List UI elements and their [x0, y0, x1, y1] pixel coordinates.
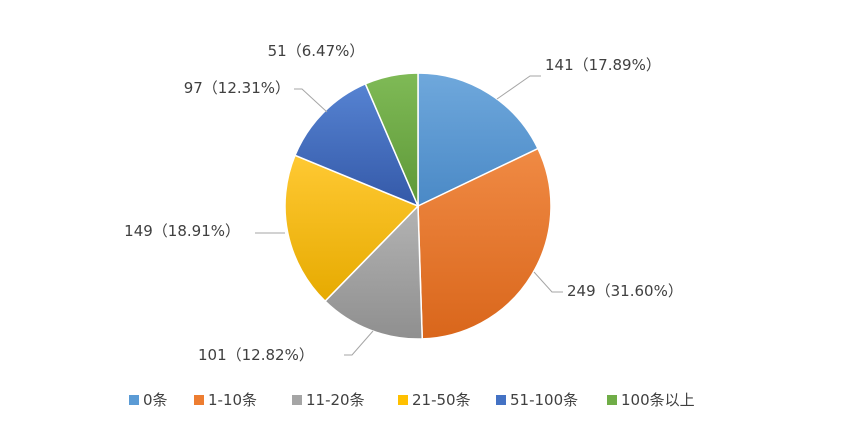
pie-slice-6 [364, 72, 419, 207]
data-label-4: 149（18.91%） [124, 222, 240, 240]
leader-line-5 [294, 88, 328, 113]
legend-swatch-6 [607, 395, 617, 405]
leader-line-3 [344, 330, 374, 356]
pie-slices [284, 72, 552, 340]
legend-label-2: 1-10条 [208, 391, 257, 409]
legend-label-5: 51-100条 [510, 391, 578, 409]
data-label-2: 249（31.60%） [567, 282, 683, 300]
legend-label-3: 11-20条 [306, 391, 365, 409]
legend-label-1: 0条 [143, 391, 168, 409]
pie-slice-2 [417, 147, 552, 340]
legend-swatch-5 [496, 395, 506, 405]
legend-swatch-4 [398, 395, 408, 405]
data-label-3: 101（12.82%） [198, 346, 314, 364]
pie-slice-3 [324, 204, 424, 340]
legend-swatch-2 [194, 395, 204, 405]
pie-slice-1 [417, 72, 539, 208]
legend-swatch-3 [292, 395, 302, 405]
data-labels: 141（17.89%） 249（31.60%） 101（12.82%） 149（18.… [124, 42, 683, 364]
data-label-1: 141（17.89%） [545, 56, 661, 74]
legend-swatch-1 [129, 395, 139, 405]
pie-slice-5 [294, 82, 420, 208]
legend-label-4: 21-50条 [412, 391, 471, 409]
leader-lines [255, 75, 563, 356]
leader-line-2 [533, 271, 563, 293]
leader-line-1 [496, 75, 541, 100]
pie-slice-4 [284, 154, 420, 303]
data-label-6: 51（6.47%） [268, 42, 365, 60]
legend-label-6: 100条以上 [621, 391, 695, 409]
data-label-5: 97（12.31%） [184, 79, 290, 97]
legend: 0条 1-10条 11-20条 21-50条 51-100条 100条以上 [129, 391, 695, 409]
